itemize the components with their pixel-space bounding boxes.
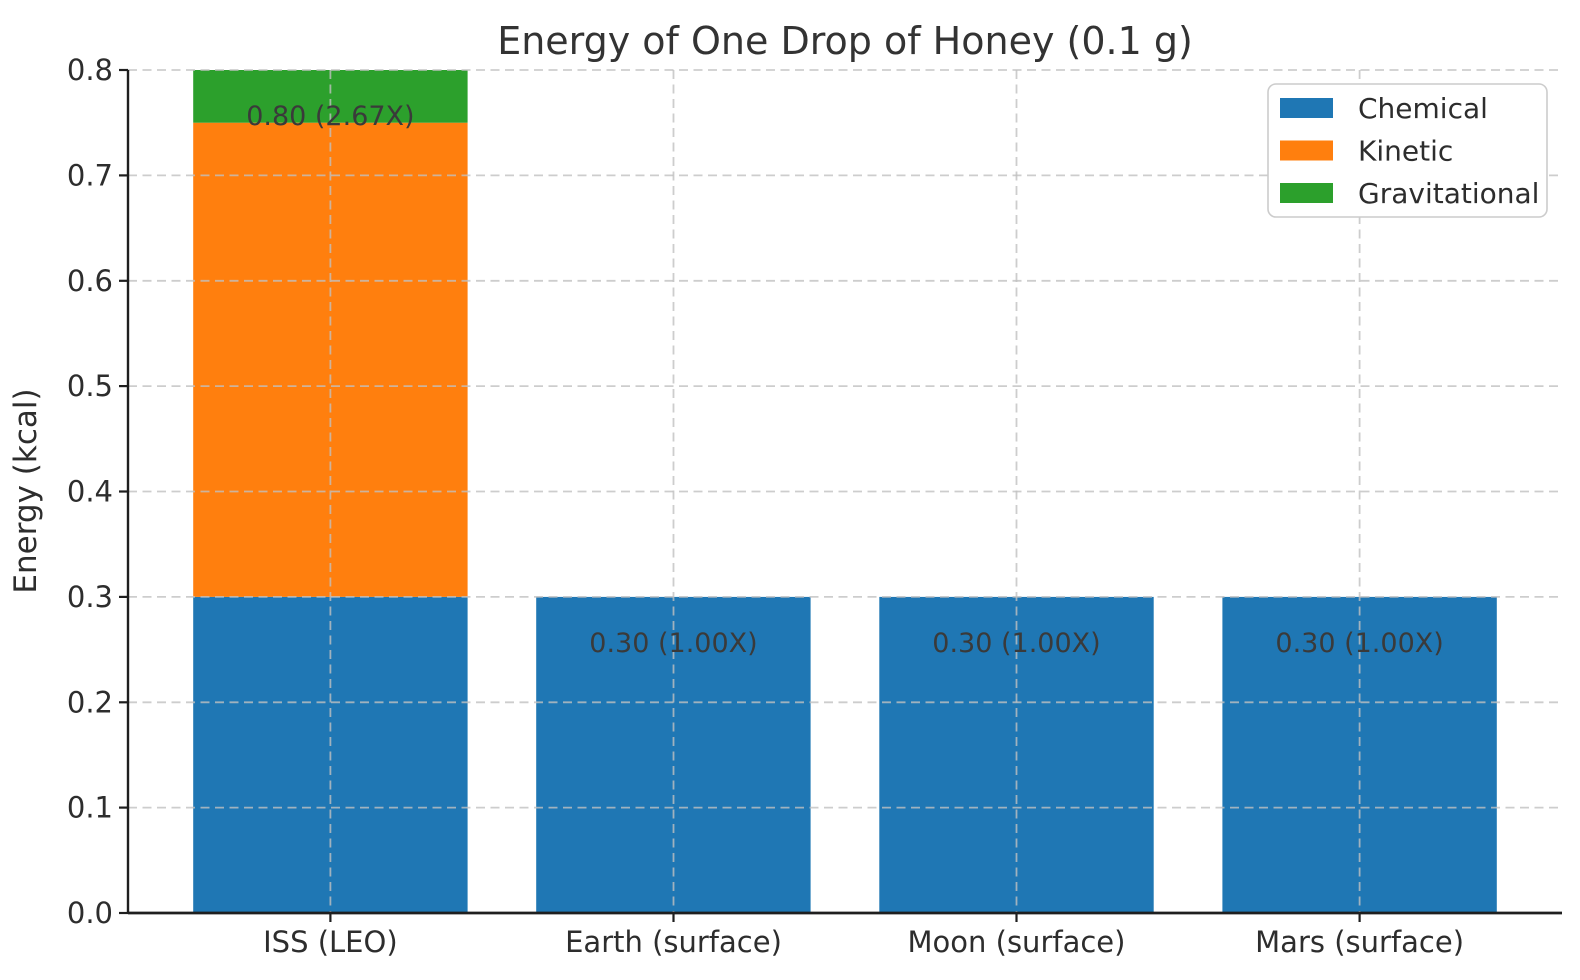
y-tick-label: 0.7 bbox=[67, 158, 113, 192]
tick-labels-layer: 0.0 0.1 0.2 0.3 0.4 0.5 0.6 0.7 0.8 ISS (LEO) Eart… bbox=[67, 53, 1464, 959]
y-tick-label: 0.3 bbox=[67, 580, 113, 614]
y-tick-label: 0.2 bbox=[67, 685, 113, 719]
bar-value-label: 0.30 (1.00X) bbox=[932, 628, 1100, 659]
y-axis-label: Energy (kcal) bbox=[8, 388, 44, 593]
legend-swatch-gravitational bbox=[1280, 183, 1333, 203]
legend-box bbox=[1267, 83, 1548, 218]
axes-layer bbox=[119, 68, 1562, 922]
legend: Chemical Kinetic Gravitational bbox=[1267, 83, 1548, 218]
y-tick-label: 0.1 bbox=[67, 791, 113, 825]
bar-value-label: 0.80 (2.67X) bbox=[246, 101, 414, 132]
x-tick-label: Earth (surface) bbox=[565, 925, 782, 959]
x-tick-label: Mars (surface) bbox=[1255, 925, 1464, 959]
bar-value-label: 0.30 (1.00X) bbox=[589, 628, 757, 659]
y-tick-label: 0.8 bbox=[67, 53, 113, 87]
y-tick-label: 0.5 bbox=[67, 369, 113, 403]
legend-label-kinetic: Kinetic bbox=[1358, 135, 1453, 168]
legend-swatch-kinetic bbox=[1280, 140, 1333, 161]
legend-label-gravitational: Gravitational bbox=[1358, 177, 1539, 210]
bar-value-label: 0.30 (1.00X) bbox=[1275, 628, 1443, 659]
y-tick-label: 0.6 bbox=[67, 264, 113, 298]
x-tick-label: ISS (LEO) bbox=[263, 925, 398, 959]
legend-swatch-chemical bbox=[1280, 98, 1333, 118]
bar-value-labels-layer: 0.80 (2.67X) 0.30 (1.00X) 0.30 (1.00X) 0.30… bbox=[246, 101, 1444, 659]
chart-title: Energy of One Drop of Honey (0.1 g) bbox=[497, 19, 1193, 63]
y-tick-label: 0.4 bbox=[67, 475, 113, 509]
x-tick-label: Moon (surface) bbox=[908, 925, 1126, 959]
legend-label-chemical: Chemical bbox=[1358, 92, 1488, 125]
y-tick-label: 0.0 bbox=[67, 896, 113, 930]
